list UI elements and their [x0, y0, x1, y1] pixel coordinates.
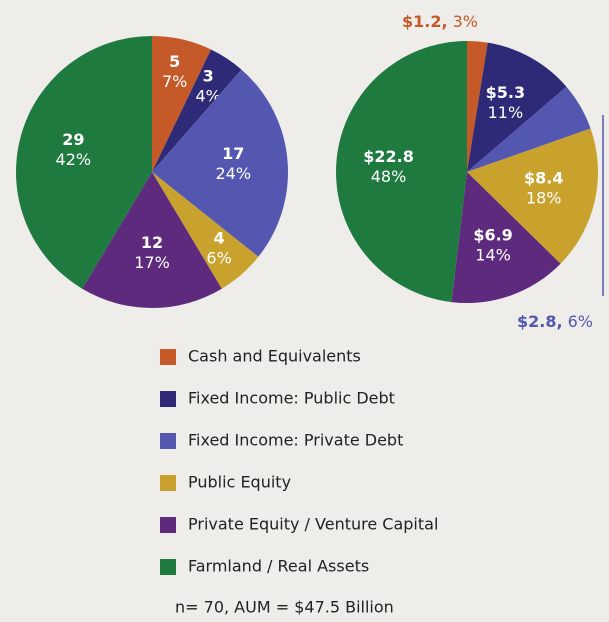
legend-label: Fixed Income: Private Debt [188, 431, 403, 450]
slice-value: $2.8, [517, 312, 563, 331]
slice-percent: 17% [134, 253, 170, 272]
legend-swatch [160, 475, 176, 491]
pie-slice [451, 172, 561, 303]
legend-label: Private Equity / Venture Capital [188, 515, 438, 534]
legend-label: Farmland / Real Assets [188, 557, 369, 576]
slice-percent: 6% [568, 312, 593, 331]
slice-value: 12 [141, 233, 163, 252]
footnote: n= 70, AUM = $47.5 Billion [175, 598, 394, 617]
legend-swatch [160, 349, 176, 365]
pie-slice [467, 128, 598, 264]
legend-swatch [160, 559, 176, 575]
slice-percent: 3% [453, 12, 478, 31]
slice-value: 3 [203, 66, 214, 85]
legend-label: Cash and Equivalents [188, 347, 361, 366]
slice-percent: 11% [488, 103, 524, 122]
pie-slice [152, 69, 288, 257]
legend-swatch [160, 517, 176, 533]
slice-value: $5.3 [486, 83, 525, 102]
slice-value: 29 [62, 130, 84, 149]
pie-slice [152, 36, 212, 172]
slice-value: $6.9 [473, 226, 512, 245]
pie-slice [467, 86, 591, 172]
slice-percent: 48% [371, 167, 407, 186]
slice-percent: 18% [526, 189, 562, 208]
slice-label: $1.2, 3% [402, 12, 478, 31]
pie-slice [152, 49, 242, 173]
slice-percent: 7% [162, 72, 187, 91]
pie-slice [467, 41, 488, 172]
pie-slice [467, 42, 567, 172]
pie-slice [82, 172, 222, 308]
slice-value: 4 [214, 228, 225, 247]
legend-swatch [160, 433, 176, 449]
legend-swatch [160, 391, 176, 407]
slice-value: 5 [169, 52, 180, 71]
pie-slice [16, 36, 153, 289]
slice-percent: 14% [475, 246, 511, 265]
pie-slice [152, 172, 259, 289]
slice-value: $8.4 [524, 169, 563, 188]
legend-label: Public Equity [188, 473, 291, 492]
slice-value: $1.2, [402, 12, 448, 31]
slice-value: $22.8 [363, 147, 414, 166]
slice-label: $2.8, 6% [517, 312, 593, 331]
slice-percent: 24% [215, 164, 251, 183]
pie-slice [335, 41, 467, 303]
slice-value: 17 [222, 144, 244, 163]
slice-percent: 42% [56, 150, 92, 169]
slice-percent: 6% [206, 248, 231, 267]
legend-label: Fixed Income: Public Debt [188, 389, 395, 408]
